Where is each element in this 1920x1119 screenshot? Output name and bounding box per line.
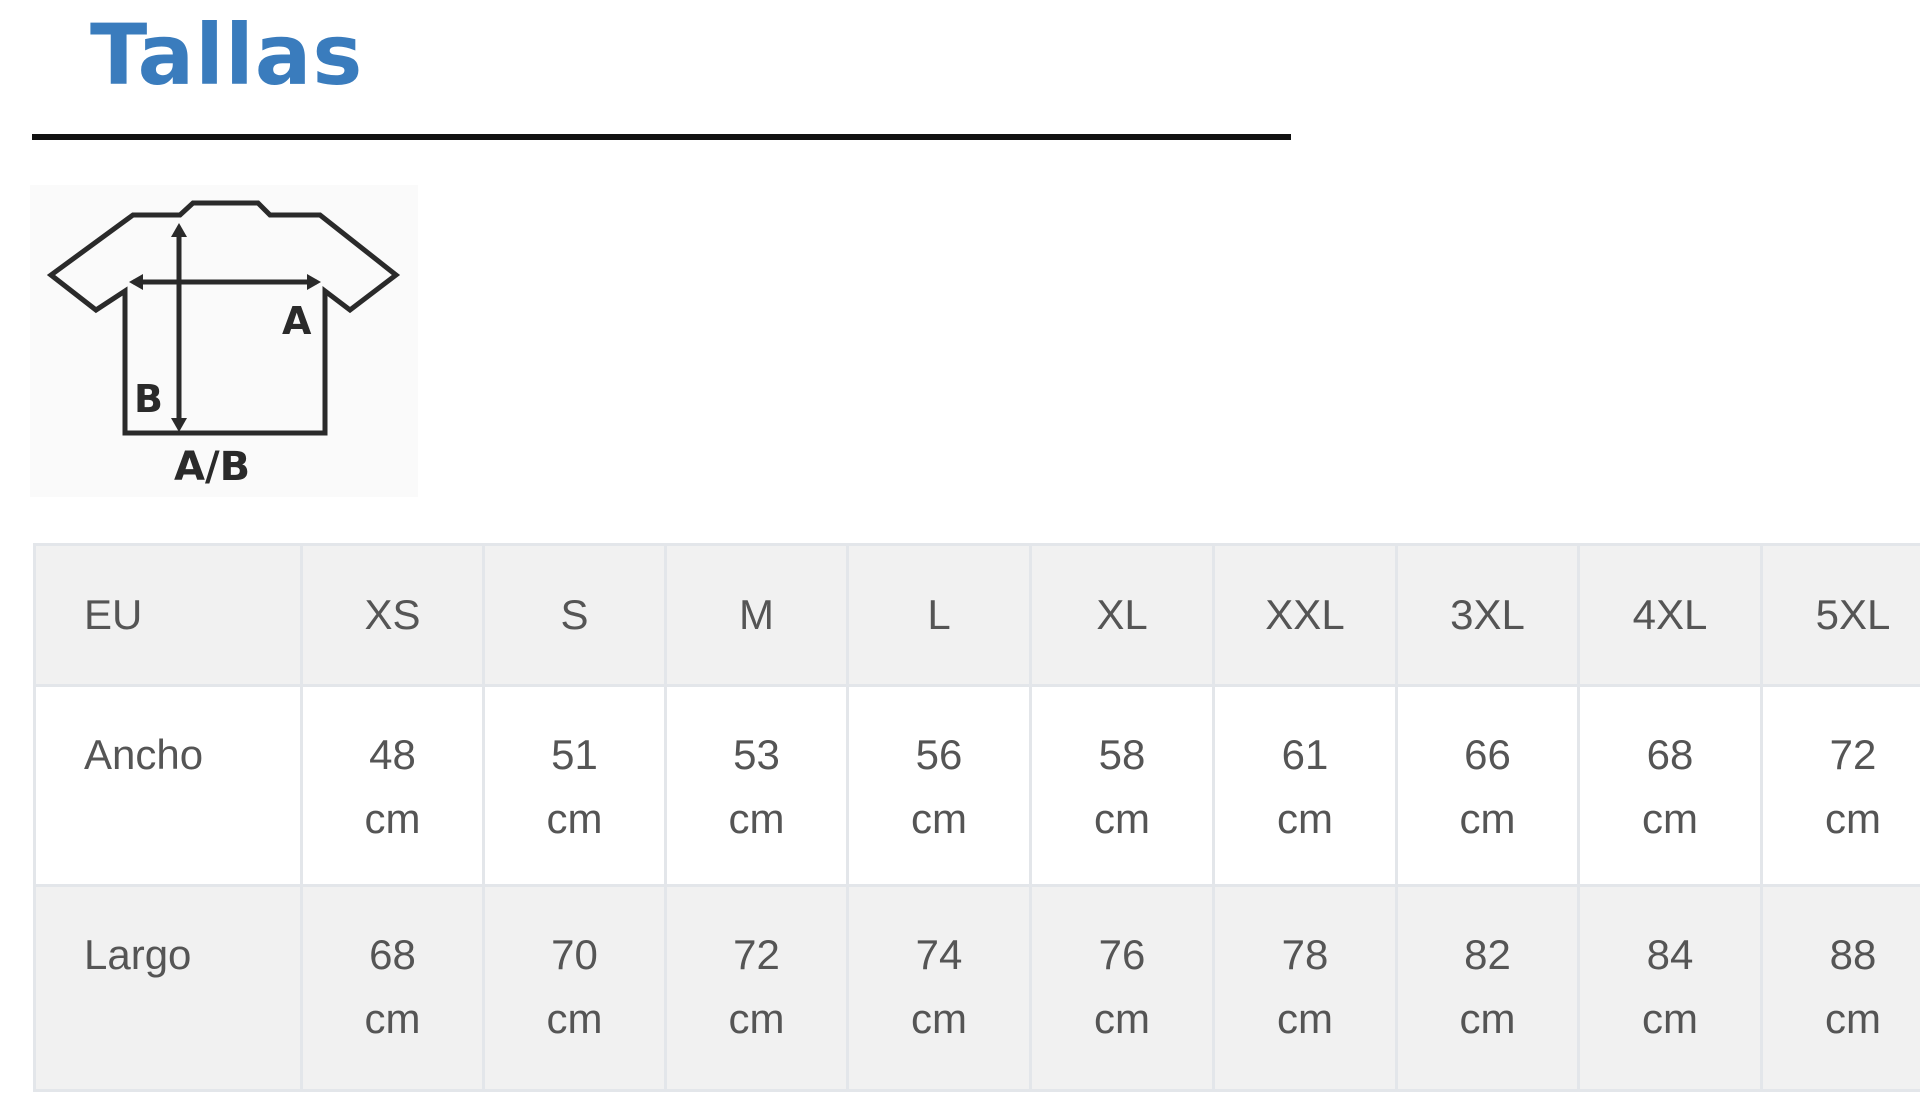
measurement-value: 56 xyxy=(915,731,963,778)
measurement-value: 61 xyxy=(1281,731,1329,778)
label-a: A xyxy=(282,299,312,343)
measurement-value: 48 xyxy=(369,731,416,778)
measurement-unit: cm xyxy=(546,795,603,842)
page-title: Tallas xyxy=(90,6,364,104)
measurement-value: 68 xyxy=(369,931,416,978)
row-label: Ancho xyxy=(33,684,303,887)
measurement-value: 53 xyxy=(733,731,780,778)
measurement-value: 66 xyxy=(1464,731,1511,778)
measurement-cell: 68 cm xyxy=(300,884,485,1092)
measurement-cell: 84 cm xyxy=(1577,884,1763,1092)
measurement-cell: 82 cm xyxy=(1395,884,1580,1092)
header-cell: EU xyxy=(33,543,303,687)
measurement-unit: cm xyxy=(1642,795,1698,842)
measurement-value: 74 xyxy=(915,931,963,978)
tshirt-icon: A B A/B xyxy=(46,200,401,490)
header-row: EU XS S M L XL XXL 3XL 4XL 5XL xyxy=(33,543,1920,687)
measurement-unit: cm xyxy=(1094,795,1150,842)
size-table: EU XS S M L XL XXL 3XL 4XL 5XL Ancho 48 cm… xyxy=(33,543,1920,1092)
measurement-unit: cm xyxy=(728,795,785,842)
measurement-cell: 78 cm xyxy=(1212,884,1398,1092)
header-cell: 5XL xyxy=(1760,543,1920,687)
measurement-value: 88 xyxy=(1829,931,1877,978)
measurement-unit: cm xyxy=(1277,995,1333,1042)
measurement-unit: cm xyxy=(911,995,967,1042)
header-cell: XXL xyxy=(1212,543,1398,687)
measurement-value: 68 xyxy=(1646,731,1694,778)
header-cell: XL xyxy=(1029,543,1215,687)
measurement-value: 78 xyxy=(1281,931,1329,978)
measurement-value: 72 xyxy=(1829,731,1877,778)
measurement-cell: 51 cm xyxy=(482,684,667,887)
measurement-cell: 72 cm xyxy=(664,884,849,1092)
measurement-value: 82 xyxy=(1464,931,1511,978)
measurement-unit: cm xyxy=(1642,995,1698,1042)
measurement-unit: cm xyxy=(364,995,421,1042)
measurement-cell: 61 cm xyxy=(1212,684,1398,887)
header-cell: L xyxy=(846,543,1032,687)
measurement-value: 76 xyxy=(1098,931,1146,978)
measurement-unit: cm xyxy=(364,795,421,842)
label-ab: A/B xyxy=(174,444,250,490)
measurement-cell: 72 cm xyxy=(1760,684,1920,887)
measurement-unit: cm xyxy=(1825,995,1881,1042)
divider xyxy=(32,134,1291,140)
measurement-cell: 68 cm xyxy=(1577,684,1763,887)
measurement-cell: 48 cm xyxy=(300,684,485,887)
table-row: Ancho 48 cm 51 cm 53 cm 56 cm 58 cm 61 cm 66 cm 68 cm 72 c… xyxy=(33,684,1920,887)
measurement-unit: cm xyxy=(1094,995,1150,1042)
measurement-value: 72 xyxy=(733,931,780,978)
measurement-unit: cm xyxy=(1825,795,1881,842)
header-cell: XS xyxy=(300,543,485,687)
measurement-unit: cm xyxy=(1277,795,1333,842)
label-b: B xyxy=(134,377,163,421)
measurement-unit: cm xyxy=(1459,795,1516,842)
tshirt-measurement-diagram: A B A/B xyxy=(30,185,418,497)
measurement-unit: cm xyxy=(546,995,603,1042)
header-cell: 4XL xyxy=(1577,543,1763,687)
measurement-unit: cm xyxy=(911,795,967,842)
measurement-cell: 74 cm xyxy=(846,884,1032,1092)
measurement-value: 70 xyxy=(551,931,598,978)
measurement-cell: 58 cm xyxy=(1029,684,1215,887)
measurement-cell: 53 cm xyxy=(664,684,849,887)
measurement-cell: 70 cm xyxy=(482,884,667,1092)
header-cell: 3XL xyxy=(1395,543,1580,687)
measurement-cell: 76 cm xyxy=(1029,884,1215,1092)
measurement-value: 58 xyxy=(1098,731,1146,778)
header-cell: S xyxy=(482,543,667,687)
header-cell: M xyxy=(664,543,849,687)
measurement-cell: 56 cm xyxy=(846,684,1032,887)
measurement-unit: cm xyxy=(1459,995,1516,1042)
measurement-cell: 88 cm xyxy=(1760,884,1920,1092)
measurement-value: 51 xyxy=(551,731,598,778)
row-label: Largo xyxy=(33,884,303,1092)
table-row: Largo 68 cm 70 cm 72 cm 74 cm 76 cm 78 cm 82 cm 84 cm 88 c… xyxy=(33,884,1920,1092)
measurement-cell: 66 cm xyxy=(1395,684,1580,887)
measurement-value: 84 xyxy=(1646,931,1694,978)
measurement-unit: cm xyxy=(728,995,785,1042)
